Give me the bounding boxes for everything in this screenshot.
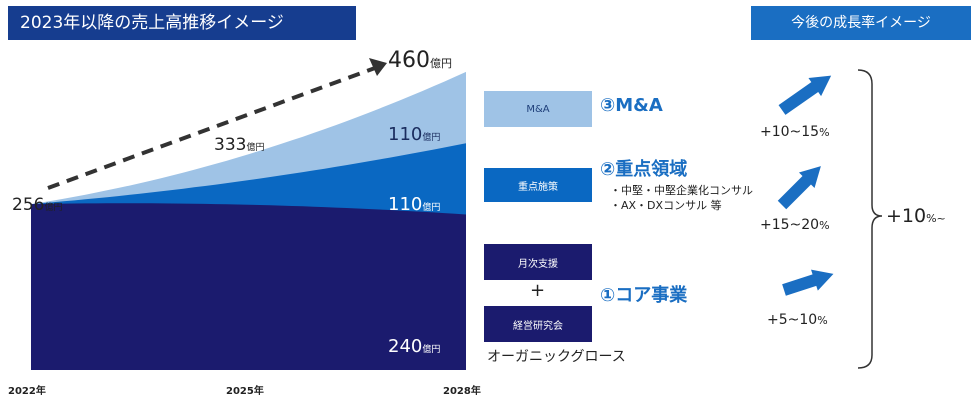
growth-brace bbox=[857, 69, 883, 369]
segment-ma-label: ③M&A bbox=[600, 95, 663, 116]
legend-management-study-box: 経営研究会 bbox=[484, 306, 592, 342]
focus-detail-list: ・中堅・中堅企業化コンサル ・AX・DXコンサル 等 bbox=[610, 183, 753, 213]
plus-sign: + bbox=[530, 280, 546, 301]
growth-core: +5~10% bbox=[767, 312, 828, 328]
area-オーガニックグロース bbox=[31, 203, 466, 370]
total-label-2022: 256億円 bbox=[12, 195, 62, 215]
focus-detail-item: ・中堅・中堅企業化コンサル bbox=[610, 184, 753, 197]
growth-arrow-ma-shape bbox=[778, 75, 832, 115]
segment-core-label: ①コア事業 bbox=[600, 285, 688, 306]
growth-arrow-ma bbox=[778, 75, 832, 115]
growth-arrow-core bbox=[782, 269, 834, 296]
trend-arrow-line bbox=[47, 66, 376, 190]
growth-title: 今後の成長率イメージ bbox=[751, 6, 971, 40]
focus-detail-item: ・AX・DXコンサル 等 bbox=[610, 199, 722, 212]
x-tick-label: 2025年 bbox=[226, 384, 264, 397]
ma-end-label: 110億円 bbox=[388, 124, 440, 145]
total-label-2028: 460億円 bbox=[388, 48, 452, 73]
core-end-label: 240億円 bbox=[388, 336, 440, 357]
legend-focus-box: 重点施策 bbox=[484, 168, 592, 202]
growth-total: +10%~ bbox=[886, 205, 946, 227]
trend-arrowhead bbox=[369, 58, 387, 76]
growth-arrow-focus bbox=[777, 166, 821, 210]
total-label-2025: 333億円 bbox=[214, 135, 264, 155]
legend-ma-box: M&A bbox=[484, 91, 592, 127]
chart-title: 2023年以降の売上高推移イメージ bbox=[8, 6, 356, 40]
legend-monthly-support-box: 月次支援 bbox=[484, 244, 592, 280]
growth-arrow-core-shape bbox=[782, 269, 834, 296]
growth-focus: +15~20% bbox=[760, 217, 830, 233]
x-tick-label: 2028年 bbox=[443, 384, 481, 397]
x-tick-label: 2022年 bbox=[8, 384, 46, 397]
growth-arrow-focus-shape bbox=[777, 166, 821, 210]
segment-focus-label: ②重点領域 bbox=[600, 159, 688, 180]
growth-ma: +10~15% bbox=[760, 124, 830, 140]
focus-end-label: 110億円 bbox=[388, 194, 440, 215]
organic-growth-label: オーガニックグロース bbox=[487, 349, 626, 365]
